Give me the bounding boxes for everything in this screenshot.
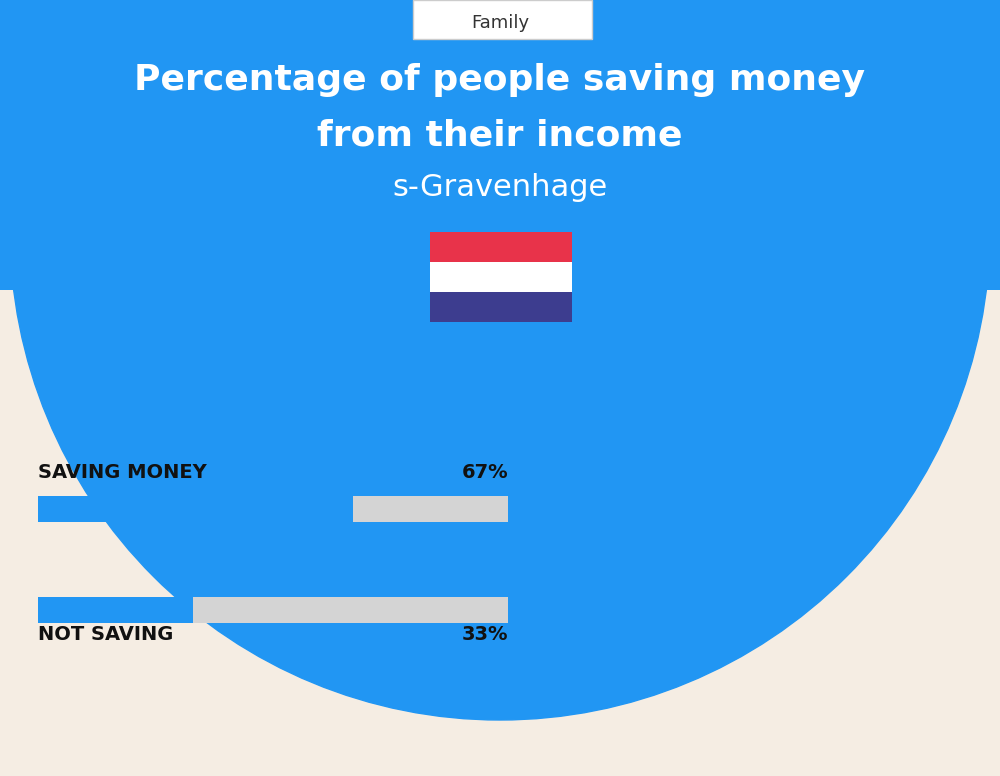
Bar xyxy=(38,597,193,623)
Text: s-Gravenhage: s-Gravenhage xyxy=(392,174,608,203)
Bar xyxy=(0,0,1000,290)
Text: SAVING MONEY: SAVING MONEY xyxy=(38,463,207,483)
Bar xyxy=(430,292,572,322)
Bar xyxy=(38,597,508,623)
FancyBboxPatch shape xyxy=(413,0,592,39)
Circle shape xyxy=(10,0,990,720)
Text: 67%: 67% xyxy=(461,463,508,483)
Text: Percentage of people saving money: Percentage of people saving money xyxy=(134,63,866,97)
Text: 33%: 33% xyxy=(462,625,508,645)
Text: NOT SAVING: NOT SAVING xyxy=(38,625,173,645)
Text: Family: Family xyxy=(471,14,529,32)
Bar xyxy=(38,496,353,522)
Bar xyxy=(38,496,508,522)
Bar xyxy=(430,232,572,262)
Bar xyxy=(430,262,572,292)
Text: from their income: from their income xyxy=(317,118,683,152)
